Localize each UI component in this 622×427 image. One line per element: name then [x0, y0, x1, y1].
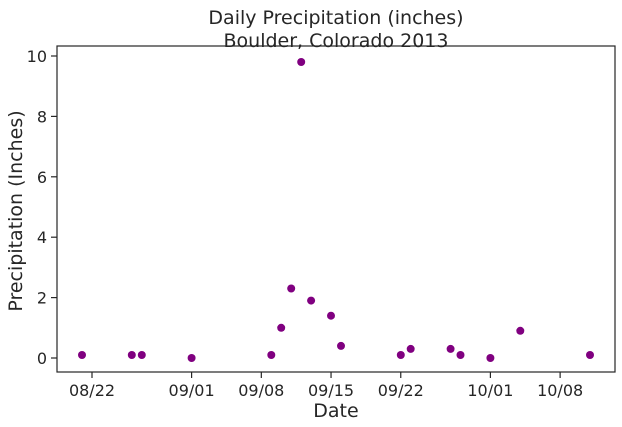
y-tick-label: 2 [37, 289, 47, 308]
scatter-point [486, 354, 495, 362]
x-tick-label: 09/01 [169, 381, 215, 400]
y-axis-ticks: 0 2 4 6 8 10 [27, 47, 57, 368]
x-tick-label: 09/15 [308, 381, 354, 400]
x-tick-label: 10/08 [537, 381, 583, 400]
x-tick-label: 08/22 [69, 381, 115, 400]
scatter-point [406, 344, 415, 353]
y-tick-label: 8 [37, 107, 47, 126]
scatter-point [327, 311, 335, 320]
scatter-point [78, 351, 86, 359]
scatter-point [187, 354, 196, 362]
y-tick-label: 4 [37, 228, 47, 247]
scatter-points [78, 58, 594, 362]
x-axis-ticks: 08/22 09/01 09/08 09/15 09/22 10/01 10/08 [69, 372, 583, 400]
chart-title-line2: Boulder, Colorado 2013 [224, 30, 449, 52]
scatter-point [337, 341, 345, 350]
scatter-point [127, 351, 136, 359]
scatter-point [297, 58, 306, 66]
y-tick-label: 6 [37, 168, 47, 187]
x-tick-label: 09/22 [378, 381, 424, 400]
scatter-point [516, 326, 525, 335]
y-axis-label: Precipitation (Inches) [5, 110, 27, 311]
scatter-point [586, 351, 594, 359]
scatter-point [267, 351, 276, 359]
scatter-point [446, 344, 455, 353]
scatter-point [277, 323, 286, 332]
scatter-point [307, 296, 316, 305]
scatter-point [396, 351, 405, 359]
plot-frame [56, 45, 616, 373]
y-tick-label: 10 [27, 47, 47, 66]
scatter-point [456, 351, 465, 359]
x-axis-label: Date [313, 400, 358, 422]
y-tick-label: 0 [37, 349, 47, 368]
x-tick-label: 09/08 [238, 381, 284, 400]
x-tick-label: 10/01 [467, 381, 513, 400]
scatter-point [137, 351, 146, 359]
chart-title-line1: Daily Precipitation (inches) [208, 7, 463, 29]
scatter-point [287, 284, 296, 293]
